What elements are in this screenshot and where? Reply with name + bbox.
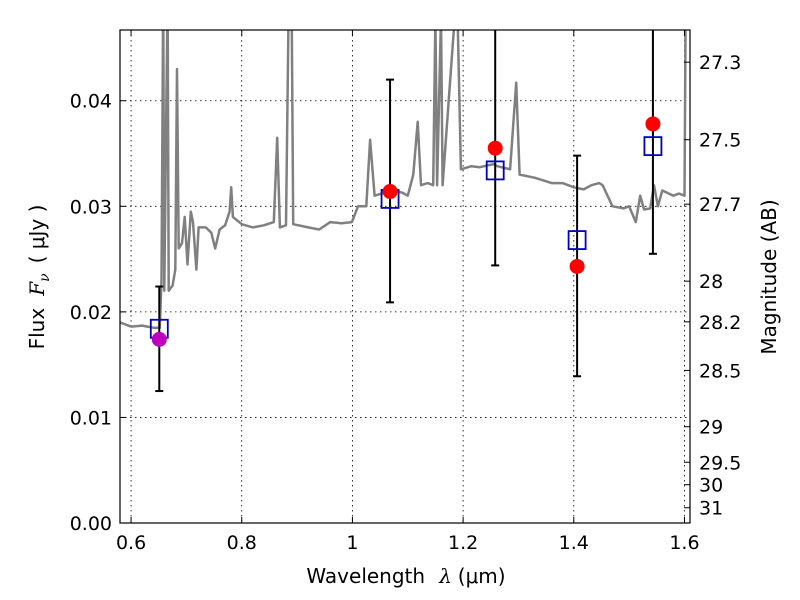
observed-point	[382, 184, 398, 200]
y-tick-label: 0.03	[70, 196, 112, 218]
magnitude-tick-label: 28	[699, 271, 723, 293]
model-point-square	[485, 160, 505, 181]
magnitude-tick-label: 27.7	[699, 194, 741, 216]
y-axis-title-unit: ( μJy )	[25, 205, 49, 264]
x-tick-label: 0.6	[116, 532, 146, 554]
y-tick-label: 0.04	[70, 91, 112, 113]
y-axis-title-symbol: F	[25, 281, 49, 297]
x-axis-title-text: Wavelength	[306, 564, 425, 588]
x-tick-label: 1.6	[669, 532, 699, 554]
x-tick-label: 1	[346, 532, 358, 554]
model-point-square	[567, 230, 587, 250]
y-tick-label: 0.02	[70, 302, 112, 324]
y-axis-title: Flux Fν ( μJy )	[25, 205, 53, 350]
x-axis-title: Wavelength λ (μm)	[306, 564, 505, 588]
x-axis-title-unit: (μm)	[458, 564, 506, 588]
grid-lines	[120, 30, 690, 524]
x-axis-title-symbol: λ	[438, 564, 452, 588]
magnitude-axis-title: Magnitude (AB)	[757, 199, 781, 354]
x-tick-label: 1.2	[448, 532, 478, 554]
y-axis-title-text: Flux	[25, 308, 49, 350]
observed-points	[151, 116, 661, 347]
magnitude-tick-label: 30	[699, 475, 723, 497]
magnitude-tick-label: 28.2	[699, 312, 741, 334]
observed-point	[645, 116, 661, 132]
magnitude-tick-label: 27.3	[699, 52, 741, 74]
magnitude-tick-label: 31	[699, 498, 723, 520]
plot-frame	[119, 29, 691, 524]
x-tick-label: 1.4	[559, 532, 589, 554]
y-tick-label: 0.00	[70, 513, 112, 535]
x-axis-ticks: 0.6 0.8 1 1.2 1.4 1.6	[116, 30, 700, 554]
model-points	[149, 136, 663, 339]
magnitude-tick-label: 28.5	[699, 360, 741, 382]
observed-point	[487, 140, 503, 156]
model-point-square	[643, 136, 663, 157]
model-spectrum-line	[120, 30, 687, 329]
observed-point	[569, 258, 585, 274]
y-axis-title-subscript: ν	[37, 273, 53, 282]
observed-point	[151, 331, 167, 347]
magnitude-tick-label: 29.5	[699, 452, 741, 474]
x-tick-label: 0.8	[227, 532, 257, 554]
magnitude-tick-label: 27.5	[699, 130, 741, 152]
y-axis-ticks: 0.00 0.01 0.02 0.03 0.04	[70, 91, 126, 535]
magnitude-tick-label: 29	[699, 417, 723, 439]
y-tick-label: 0.01	[70, 407, 112, 429]
